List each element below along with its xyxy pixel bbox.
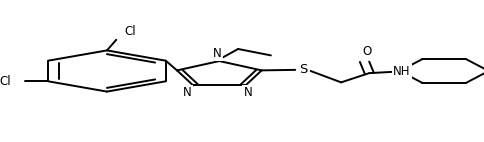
Text: O: O [362,45,372,58]
Text: Cl: Cl [0,75,11,88]
Text: N: N [212,47,221,60]
Text: Cl: Cl [125,25,136,38]
Text: S: S [300,63,308,76]
Text: N: N [243,86,252,99]
Text: N: N [183,86,192,99]
Text: NH: NH [393,64,411,78]
